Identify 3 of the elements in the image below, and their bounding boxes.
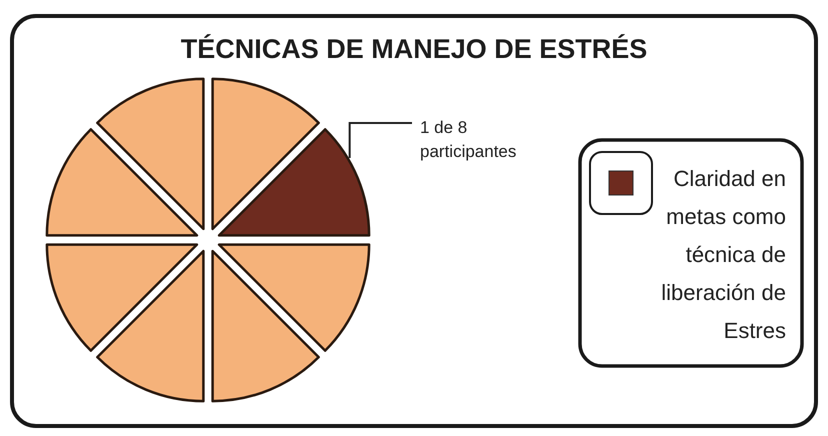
chart-title: TÉCNICAS DE MANEJO DE ESTRÉS	[180, 34, 648, 64]
text: 1 de 8 participantes	[420, 118, 516, 161]
legend-label: Claridad en metas como técnica de liberación de Estres	[661, 166, 786, 343]
